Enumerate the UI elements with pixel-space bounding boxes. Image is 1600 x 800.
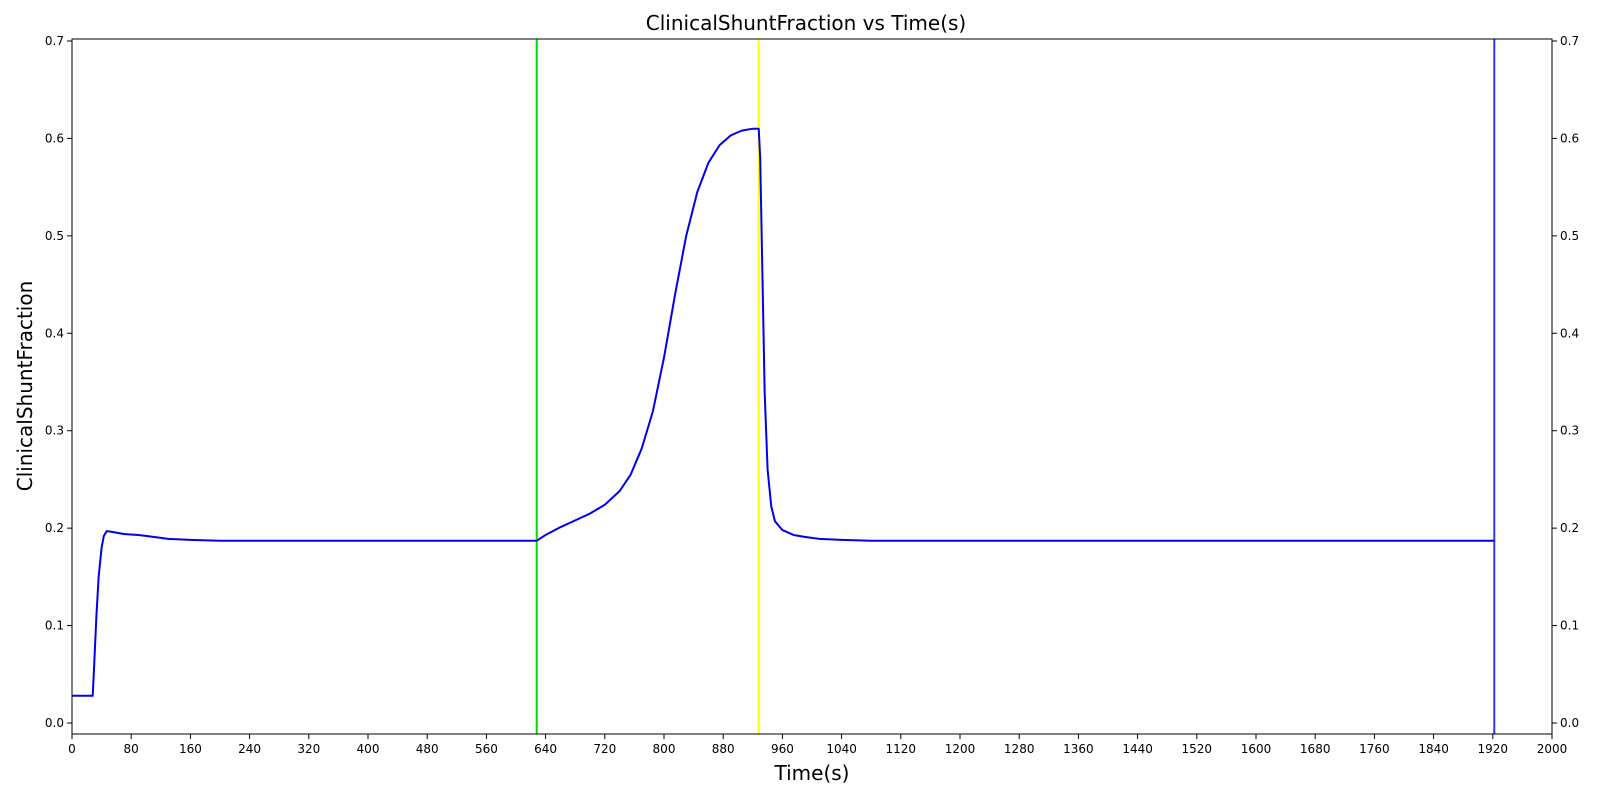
x-tick-label: 800 [653, 742, 676, 756]
event-markers [535, 39, 1496, 734]
x-tick-label: 1440 [1122, 742, 1153, 756]
y-axis-title: ClinicalShuntFraction [13, 281, 37, 492]
x-tick-label: 320 [297, 742, 320, 756]
y-tick-label-right: 0.7 [1560, 34, 1579, 48]
x-tick-label: 560 [475, 742, 498, 756]
x-tick-label: 400 [357, 742, 380, 756]
chart-title: ClinicalShuntFraction vs Time(s) [646, 11, 966, 35]
y-tick-label-left: 0.2 [45, 521, 64, 535]
x-tick-label: 1280 [1004, 742, 1035, 756]
x-tick-label: 480 [416, 742, 439, 756]
x-tick-label: 880 [712, 742, 735, 756]
y-tick-label-left: 0.3 [45, 424, 64, 438]
x-tick-label: 1600 [1241, 742, 1272, 756]
x-tick-label: 1200 [945, 742, 976, 756]
plot-frame [71, 38, 1553, 735]
y-tick-label-right: 0.0 [1560, 716, 1579, 730]
y-tick-label-left: 0.7 [45, 34, 64, 48]
y-tick-label-right: 0.1 [1560, 619, 1579, 633]
x-tick-label: 1520 [1182, 742, 1213, 756]
x-axis-title: Time(s) [774, 761, 850, 785]
series-group [72, 127, 1495, 697]
x-tick-label: 160 [179, 742, 202, 756]
x-tick-label: 1840 [1418, 742, 1449, 756]
x-tick-label: 2000 [1537, 742, 1568, 756]
x-axis: 0 80 160 240 320 400 480 560 640 720 800 880 960 1040… [68, 734, 1567, 756]
y-tick-label-right: 0.5 [1560, 229, 1579, 243]
x-tick-label: 1760 [1359, 742, 1390, 756]
y-tick-label-left: 0.4 [45, 326, 64, 340]
y-tick-label-left: 0.1 [45, 619, 64, 633]
x-tick-label: 1680 [1300, 742, 1331, 756]
y-tick-label-right: 0.6 [1560, 131, 1579, 145]
y-tick-label-left: 0.5 [45, 229, 64, 243]
x-tick-label: 1040 [826, 742, 857, 756]
series-line-1 [72, 127, 1495, 697]
x-tick-label: 80 [124, 742, 139, 756]
x-tick-label: 720 [593, 742, 616, 756]
y-tick-label-left: 0.0 [45, 716, 64, 730]
y-axis-left: 0.0 0.1 0.2 0.3 0.4 0.5 0.6 0.7 [45, 34, 72, 730]
x-tick-label: 960 [771, 742, 794, 756]
x-tick-label: 1920 [1478, 742, 1509, 756]
x-tick-label: 640 [534, 742, 557, 756]
x-tick-label: 1120 [886, 742, 917, 756]
x-tick-label: 240 [238, 742, 261, 756]
y-tick-label-left: 0.6 [45, 131, 64, 145]
y-tick-label-right: 0.4 [1560, 326, 1579, 340]
x-tick-label: 0 [68, 742, 76, 756]
x-tick-label: 1360 [1063, 742, 1094, 756]
y-tick-label-right: 0.3 [1560, 424, 1579, 438]
y-axis-right: 0.0 0.1 0.2 0.3 0.4 0.5 0.6 0.7 [1552, 34, 1579, 730]
y-tick-label-right: 0.2 [1560, 521, 1579, 535]
